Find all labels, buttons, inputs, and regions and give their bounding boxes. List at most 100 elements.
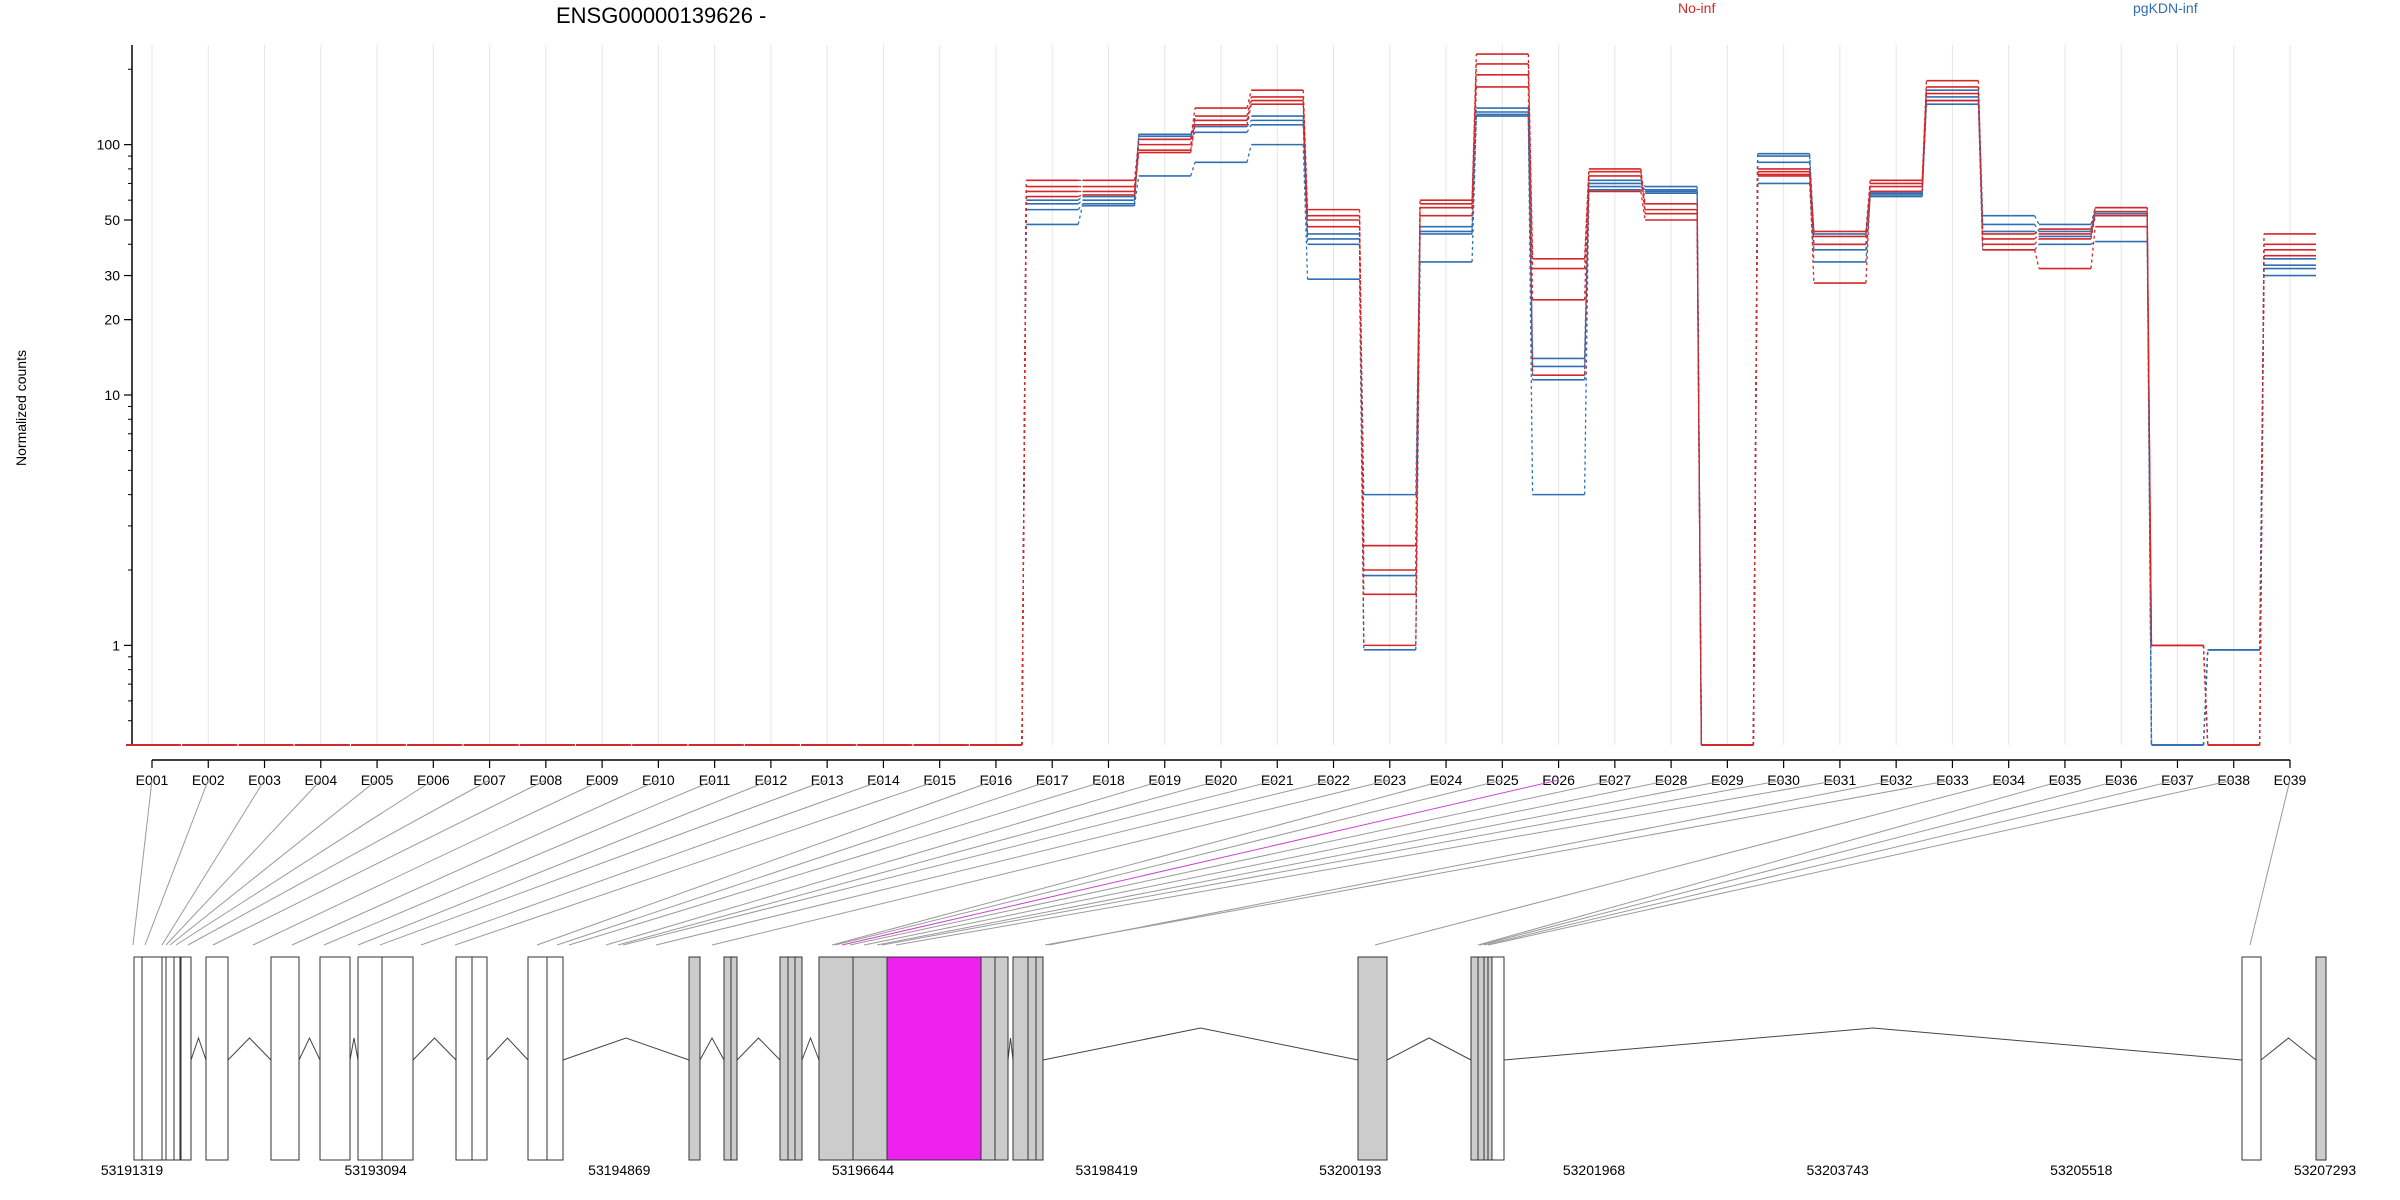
mapping-line-E006: [175, 779, 434, 946]
mapping-line-E037: [1483, 779, 2178, 946]
mapping-line-E005: [169, 779, 378, 946]
mapping-line-E033: [1044, 779, 1953, 946]
x-tick-label-E014: E014: [867, 772, 900, 788]
mapping-line-E026: [841, 779, 1559, 946]
mapping-line-E013: [379, 779, 828, 946]
exon-block-27: [1012, 956, 1029, 1161]
mapping-line-E016: [536, 779, 997, 946]
mapping-line-E024: [831, 779, 1447, 946]
exon-block-36: [2241, 956, 2262, 1161]
mapping-line-E022: [655, 779, 1334, 946]
exon-block-29: [1035, 956, 1044, 1161]
exon-block-20: [787, 956, 796, 1161]
x-tick-label-E036: E036: [2105, 772, 2138, 788]
y-tick-label: 20: [104, 312, 120, 328]
x-tick-label-E033: E033: [1936, 772, 1969, 788]
x-tick-label-E032: E032: [1880, 772, 1913, 788]
exon-block-8: [270, 956, 300, 1161]
x-tick-label-E024: E024: [1430, 772, 1463, 788]
mapping-line-E030: [881, 779, 1784, 946]
y-tick-label: 10: [104, 387, 120, 403]
chart-title: ENSG00000139626 -: [556, 3, 766, 28]
y-tick-label: 30: [104, 268, 120, 284]
exon-block-13: [471, 956, 488, 1161]
genomic-coordinate-label: 53196644: [832, 1162, 895, 1178]
x-tick-label-E007: E007: [473, 772, 506, 788]
exon-block-35: [1491, 956, 1505, 1161]
exon-block-10: [357, 956, 383, 1161]
exon-block-2: [141, 956, 163, 1161]
mapping-line-E012: [357, 779, 772, 946]
exon-block-4: [165, 956, 175, 1161]
x-tick-label-E034: E034: [1992, 772, 2025, 788]
exon-block-7: [205, 956, 229, 1161]
mapping-line-E019: [605, 779, 1165, 946]
genomic-coordinate-label: 53191319: [101, 1162, 164, 1178]
mapping-line-E029: [876, 779, 1728, 946]
x-tick-label-E023: E023: [1373, 772, 1406, 788]
mapping-line-E038: [1487, 779, 2234, 946]
x-tick-label-E038: E038: [2217, 772, 2250, 788]
mapping-line-E008: [212, 779, 547, 946]
x-tick-label-E025: E025: [1486, 772, 1519, 788]
exon-block-18: [730, 956, 738, 1161]
exon-block-14: [527, 956, 548, 1161]
exon-block-6: [180, 956, 192, 1161]
mapping-line-E020: [617, 779, 1222, 946]
exon-block-3: [161, 956, 167, 1161]
mapping-line-E034: [1374, 779, 2009, 946]
exon-block-33: [1483, 956, 1489, 1161]
genomic-coordinate-label: 53193094: [345, 1162, 408, 1178]
exon-block-30: [1357, 956, 1388, 1161]
mapping-line-E017: [556, 779, 1053, 946]
x-tick-label-E006: E006: [417, 772, 450, 788]
y-axis-label: Normalized counts: [13, 350, 29, 466]
x-tick-label-E013: E013: [811, 772, 844, 788]
x-tick-label-E037: E037: [2161, 772, 2194, 788]
legend-label-pgkdn-inf: pgKDN-inf: [2133, 0, 2198, 16]
x-tick-label-E020: E020: [1205, 772, 1238, 788]
exon-block-25: [980, 956, 996, 1161]
x-tick-label-E004: E004: [304, 772, 337, 788]
mapping-line-E032: [1048, 779, 1897, 946]
exon-block-23: [852, 956, 888, 1161]
genomic-coordinate-label: 53203743: [1807, 1162, 1870, 1178]
x-tick-label-E019: E019: [1148, 772, 1181, 788]
exon-block-21: [794, 956, 803, 1161]
x-tick-label-E015: E015: [923, 772, 956, 788]
exon-block-15: [546, 956, 564, 1161]
plot-area: 1 10 20 30 50 100 E001 E002 E003 E004 E005 E006 E007…: [97, 45, 2316, 788]
mapping-line-E036: [1479, 779, 2122, 946]
exon-block-9: [319, 956, 351, 1161]
mapping-line-E025: [834, 779, 1503, 946]
x-tick-label-E021: E021: [1261, 772, 1294, 788]
x-tick-label-E011: E011: [699, 772, 731, 788]
mapping-line-E004: [165, 779, 322, 946]
x-tick-label-E029: E029: [1711, 772, 1744, 788]
exon-block-37: [2315, 956, 2327, 1161]
y-tick-label: 1: [112, 637, 120, 653]
x-tick-label-E028: E028: [1655, 772, 1688, 788]
gene-model-track: 53191319 53193094 53194869 53196644 53198419…: [101, 779, 2357, 1178]
series-connector: [178, 86, 2265, 746]
mapping-line-E011: [323, 779, 715, 946]
exon-block-1: [133, 956, 143, 1161]
mapping-line-E003: [161, 779, 265, 946]
mapping-line-E010: [291, 779, 659, 946]
mapping-line-E007: [187, 779, 490, 946]
y-tick-label: 100: [97, 137, 121, 153]
exon-block-19: [779, 956, 789, 1161]
genomic-coordinate-label: 53207293: [2294, 1162, 2357, 1178]
x-tick-label-E027: E027: [1598, 772, 1631, 788]
y-tick-label: 50: [104, 212, 120, 228]
mapping-line-E018: [568, 779, 1109, 946]
mapping-line-E035: [1477, 779, 2066, 946]
genomic-coordinate-label: 53205518: [2050, 1162, 2113, 1178]
legend-label-no-inf: No-inf: [1678, 0, 1715, 16]
genomic-coordinate-label: 53194869: [588, 1162, 651, 1178]
x-tick-label-E026: E026: [1542, 772, 1575, 788]
mapping-line-E009: [252, 779, 603, 946]
exon-block-28: [1027, 956, 1037, 1161]
exon-block-17: [723, 956, 732, 1161]
